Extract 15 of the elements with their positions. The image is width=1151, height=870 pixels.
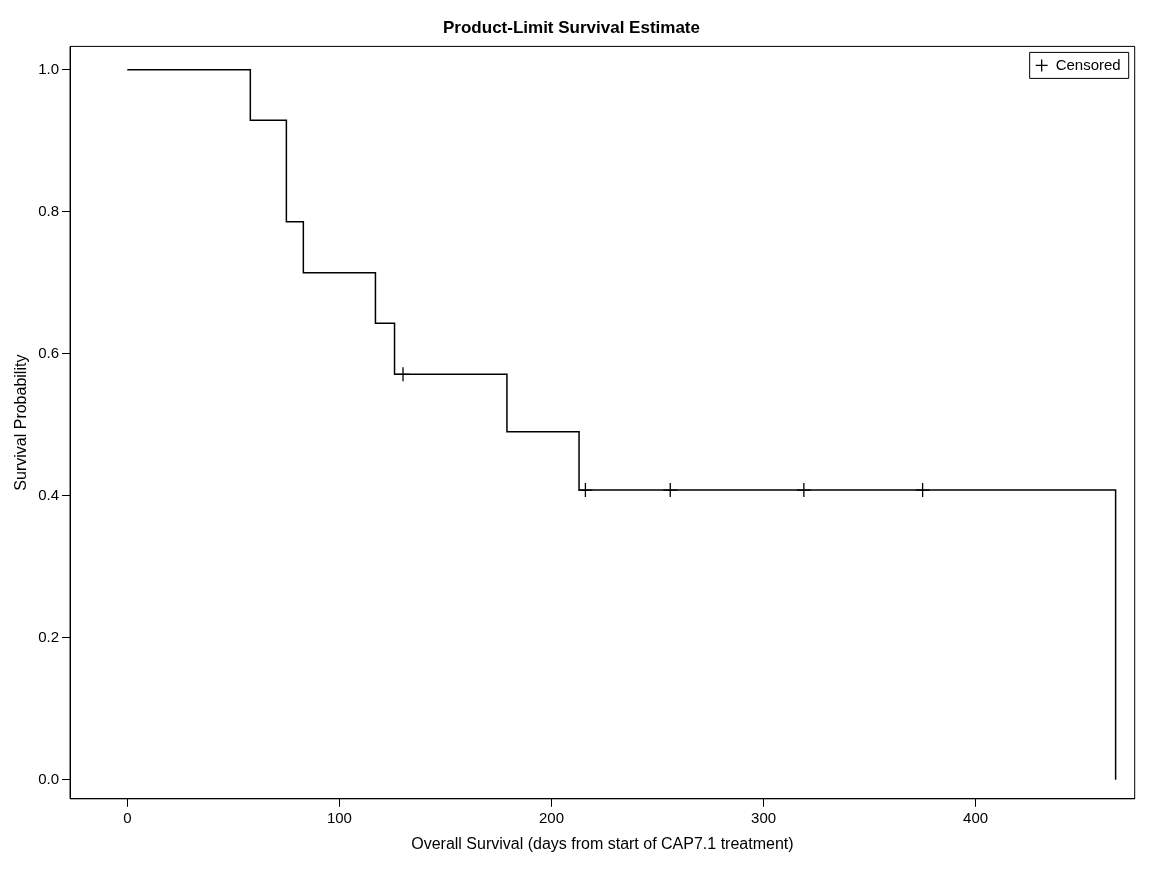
x-tick-label: 400 [963, 808, 989, 826]
y-tick-label: 0.4 [38, 485, 60, 503]
chart-title: Product-Limit Survival Estimate [443, 17, 700, 37]
y-axis-title: Survival Probability [12, 354, 30, 491]
x-tick-label: 0 [123, 808, 132, 826]
y-tick-label: 0.6 [38, 343, 60, 361]
y-tick-label: 0.2 [38, 627, 60, 645]
y-tick-label: 0.8 [38, 201, 60, 219]
x-tick-label: 100 [326, 808, 352, 826]
legend-label: Censored [1055, 55, 1121, 73]
y-tick-label: 0.0 [38, 769, 60, 787]
y-tick-label: 1.0 [38, 59, 60, 77]
x-axis-title: Overall Survival (days from start of CAP7.1 treatment) [411, 834, 794, 852]
x-tick-label: 200 [538, 808, 564, 826]
x-tick-label: 300 [751, 808, 777, 826]
